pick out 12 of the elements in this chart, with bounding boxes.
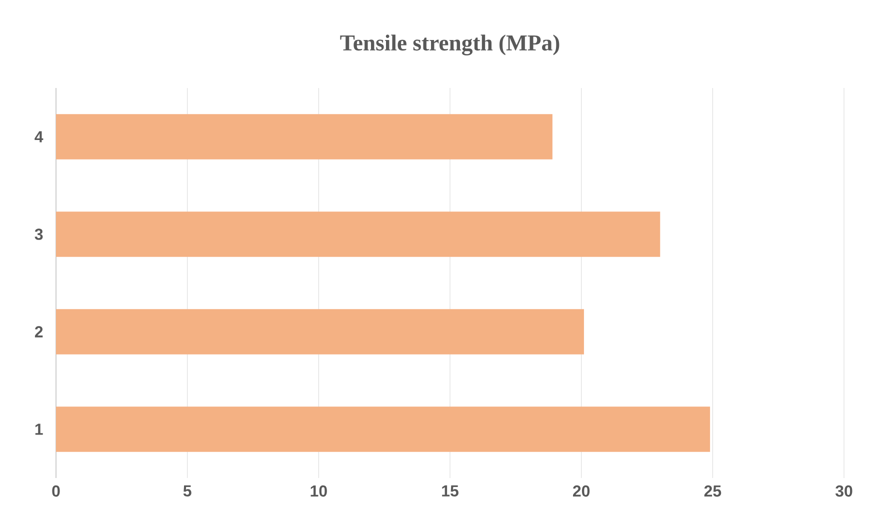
- x-tick-label: 10: [310, 485, 327, 497]
- x-tick-label: 20: [573, 485, 590, 497]
- y-tick-label: 4: [34, 131, 44, 142]
- y-tick-label: 3: [34, 228, 43, 240]
- x-tick-label: 25: [704, 485, 722, 497]
- y-tick-label: 1: [35, 424, 43, 435]
- chart-title: Tensile strength (MPa): [340, 34, 560, 56]
- x-tick-label: 5: [183, 485, 192, 497]
- y-tick-label: 2: [34, 326, 43, 338]
- x-tick-label: 30: [835, 485, 852, 497]
- x-tick-label: 15: [442, 485, 458, 497]
- x-tick-label: 0: [52, 485, 60, 497]
